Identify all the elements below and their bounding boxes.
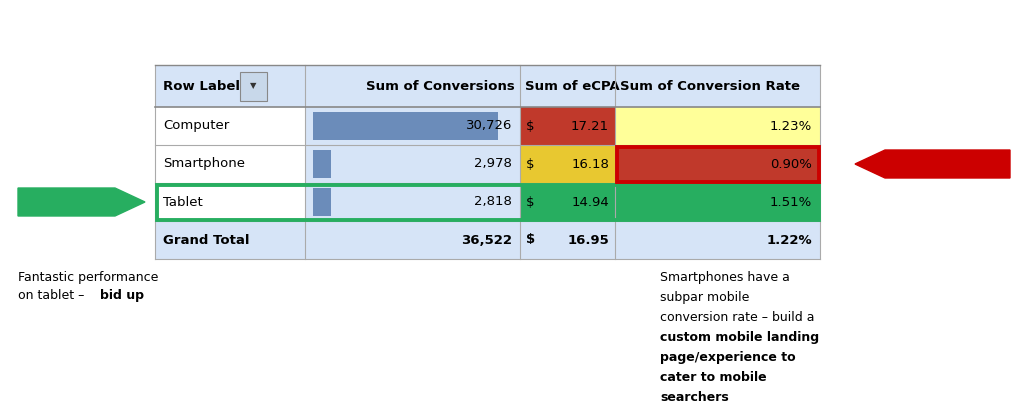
Text: $: $: [526, 195, 535, 208]
Bar: [155, 65, 820, 107]
Text: 2,978: 2,978: [474, 158, 512, 171]
Bar: [615, 221, 820, 259]
Text: 1.23%: 1.23%: [770, 120, 812, 133]
Text: Sum of eCPA: Sum of eCPA: [525, 79, 620, 92]
Text: on tablet –: on tablet –: [18, 289, 88, 302]
Text: Row Labels: Row Labels: [163, 79, 248, 92]
Bar: [313, 112, 498, 140]
Text: Smartphones have a: Smartphones have a: [660, 271, 790, 284]
Text: 0.90%: 0.90%: [770, 158, 812, 171]
Text: custom mobile landing: custom mobile landing: [660, 331, 819, 344]
FancyArrow shape: [18, 188, 145, 216]
Text: ▼: ▼: [250, 81, 256, 90]
Bar: [155, 221, 820, 259]
Bar: [615, 145, 820, 183]
Text: subpar mobile: subpar mobile: [660, 291, 750, 304]
Text: $: $: [526, 234, 536, 247]
Text: Sum of Conversion Rate: Sum of Conversion Rate: [620, 79, 800, 92]
Text: Smartphone: Smartphone: [163, 158, 245, 171]
Text: 16.18: 16.18: [571, 158, 609, 171]
Text: 2,818: 2,818: [474, 195, 512, 208]
Bar: [616, 147, 818, 182]
Bar: [615, 107, 820, 145]
Bar: [155, 107, 820, 145]
Text: Computer: Computer: [163, 120, 229, 133]
Text: 36,522: 36,522: [461, 234, 512, 247]
Bar: [313, 150, 331, 178]
Text: Sum of Conversions: Sum of Conversions: [367, 79, 515, 92]
Bar: [305, 183, 520, 221]
Bar: [520, 221, 615, 259]
Text: 1.51%: 1.51%: [770, 195, 812, 208]
FancyArrow shape: [855, 150, 1010, 178]
Text: $: $: [526, 158, 535, 171]
Bar: [313, 188, 331, 216]
Bar: [615, 183, 820, 221]
Text: 16.95: 16.95: [567, 234, 609, 247]
Bar: [305, 221, 520, 259]
Text: Grand Total: Grand Total: [163, 234, 250, 247]
Text: 14.94: 14.94: [571, 195, 609, 208]
Text: 1.22%: 1.22%: [766, 234, 812, 247]
Text: cater to mobile: cater to mobile: [660, 371, 767, 384]
Text: 30,726: 30,726: [466, 120, 512, 133]
Text: bid up: bid up: [100, 289, 144, 302]
Bar: [155, 145, 820, 183]
Bar: [305, 107, 520, 145]
Bar: [520, 183, 615, 221]
Text: Tablet: Tablet: [163, 195, 203, 208]
Text: conversion rate – build a: conversion rate – build a: [660, 311, 814, 324]
Text: 17.21: 17.21: [570, 120, 609, 133]
Bar: [305, 145, 520, 183]
Bar: [155, 183, 820, 221]
Bar: [520, 145, 615, 183]
Text: Fantastic performance: Fantastic performance: [18, 271, 159, 284]
Bar: [520, 107, 615, 145]
Text: searchers: searchers: [660, 391, 729, 404]
Bar: [157, 184, 818, 219]
Text: $: $: [526, 120, 535, 133]
Text: page/experience to: page/experience to: [660, 351, 796, 364]
